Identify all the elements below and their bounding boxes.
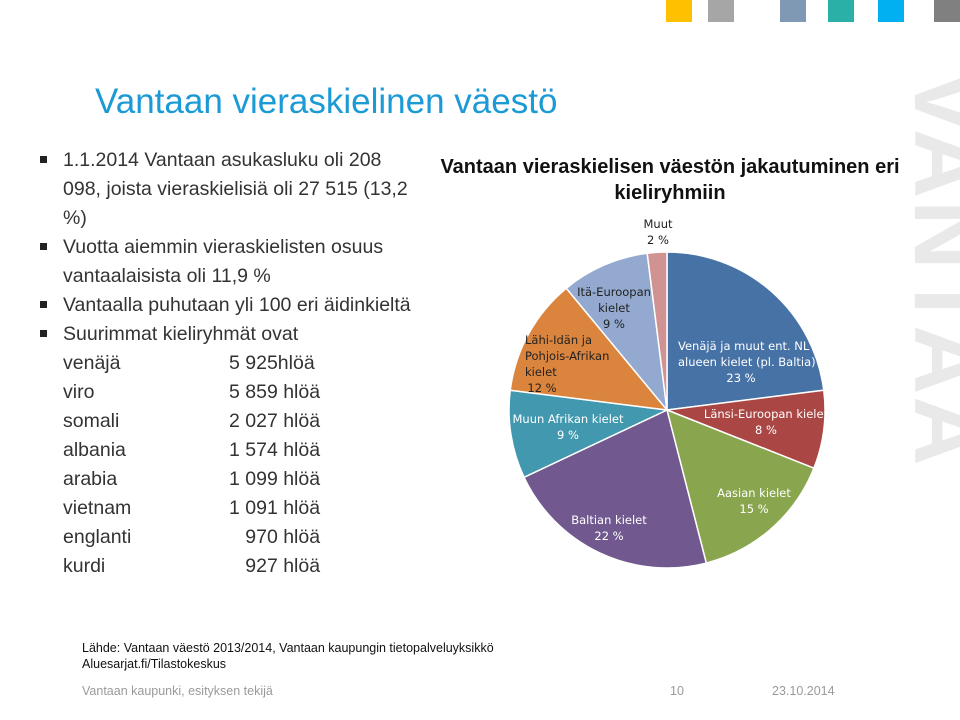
slice-label: Muun Afrikan kielet bbox=[512, 412, 624, 426]
slice-label: Lähi-Idän ja Pohjois-Afrikan kielet bbox=[525, 333, 609, 379]
language-table: venäjä 5 925hlöä viro 5 859 hlöä somali 2 0… bbox=[40, 349, 420, 581]
language-count: 1 091 hlöä bbox=[229, 497, 321, 519]
source-line-2: Aluesarjat.fi/Tilastokeskus bbox=[82, 656, 227, 671]
slice-label: Baltian kielet bbox=[571, 513, 647, 527]
slice-value-label: 9 % bbox=[557, 428, 579, 442]
pie-slice bbox=[523, 408, 708, 569]
language-row: somali 2 027 hlöä bbox=[63, 407, 420, 436]
language-row: vietnam 1 091 hlöä bbox=[63, 494, 420, 523]
chart-title: Vantaan vieraskielisen väestön jakautumi… bbox=[440, 156, 900, 204]
language-row: viro 5 859 hlöä bbox=[63, 378, 420, 407]
language-row: englanti 970 hlöä bbox=[63, 523, 420, 552]
pie-slice bbox=[565, 252, 669, 413]
slice-value-label: 9 % bbox=[603, 317, 625, 331]
slice-value-label: 12 % bbox=[527, 381, 556, 395]
language-row: arabia 1 099 hlöä bbox=[63, 465, 420, 494]
pie-slice bbox=[646, 251, 668, 411]
language-count: 1 099 hlöä bbox=[229, 468, 321, 490]
footer-date: 23.10.2014 bbox=[772, 684, 835, 698]
slice-label: Venäjä ja muut ent. NL alueen kielet (pl.… bbox=[678, 339, 816, 369]
slice-label: Aasian kielet bbox=[717, 486, 791, 500]
language-count: 927 hlöä bbox=[229, 555, 321, 577]
bullet-languages-count: Vantaalla puhutaan yli 100 eri äidinkiel… bbox=[40, 291, 420, 320]
slice-label: Itä-Euroopan kielet bbox=[577, 285, 651, 315]
pie-slice bbox=[665, 408, 815, 564]
language-name: englanti bbox=[63, 526, 132, 548]
footer-page-number: 10 bbox=[670, 684, 684, 698]
footer-organization: Vantaan kaupunki, esityksen tekijä bbox=[82, 684, 273, 698]
language-row: kurdi 927 hlöä bbox=[63, 552, 420, 581]
language-count: 970 hlöä bbox=[229, 526, 321, 548]
bullet-previous-year: Vuotta aiemmin vieraskielisten osuus van… bbox=[40, 233, 420, 291]
slice-value-label: 22 % bbox=[594, 529, 623, 543]
language-name: arabia bbox=[63, 468, 118, 490]
slice-value-label: 8 % bbox=[755, 423, 777, 437]
language-count: 2 027 hlöä bbox=[229, 410, 321, 432]
slice-value-label: 15 % bbox=[739, 502, 768, 516]
accent-bar-6 bbox=[934, 0, 960, 22]
source-line-1: Lähde: Vantaan väestö 2013/2014, Vantaan… bbox=[82, 641, 494, 655]
accent-bar-3 bbox=[780, 0, 806, 22]
pie-slice bbox=[509, 287, 669, 411]
slice-value-label: 23 % bbox=[726, 371, 755, 385]
language-name: viro bbox=[63, 381, 95, 403]
bullet-largest-groups: Suurimmat kieliryhmät ovat bbox=[40, 320, 420, 349]
accent-bar-5 bbox=[878, 0, 904, 22]
language-count: 1 574 hlöä bbox=[229, 439, 321, 461]
language-row: venäjä 5 925hlöä bbox=[63, 349, 420, 378]
source-note: Lähde: Vantaan väestö 2013/2014, Vantaan… bbox=[82, 641, 494, 672]
page-title: Vantaan vieraskielinen väestö bbox=[95, 82, 558, 121]
slice-value-label: 2 % bbox=[647, 233, 669, 247]
language-name: albania bbox=[63, 439, 126, 461]
language-count: 5 859 hlöä bbox=[229, 381, 321, 403]
bullet-population: 1.1.2014 Vantaan asukasluku oli 208 098,… bbox=[40, 146, 420, 233]
accent-bar-1 bbox=[666, 0, 692, 22]
accent-bar-2 bbox=[708, 0, 734, 22]
pie-slice bbox=[666, 251, 825, 411]
slice-label: Muut bbox=[643, 217, 672, 231]
language-name: vietnam bbox=[63, 497, 132, 519]
language-name: somali bbox=[63, 410, 120, 432]
language-name: kurdi bbox=[63, 555, 106, 577]
language-count: 5 925hlöä bbox=[229, 352, 315, 374]
slice-label: Länsi-Euroopan kielet bbox=[704, 407, 829, 421]
accent-bar-4 bbox=[828, 0, 854, 22]
pie-slice bbox=[508, 389, 670, 479]
language-name: venäjä bbox=[63, 352, 121, 374]
language-row: albania 1 574 hlöä bbox=[63, 436, 420, 465]
bullet-list: 1.1.2014 Vantaan asukasluku oli 208 098,… bbox=[40, 146, 420, 581]
